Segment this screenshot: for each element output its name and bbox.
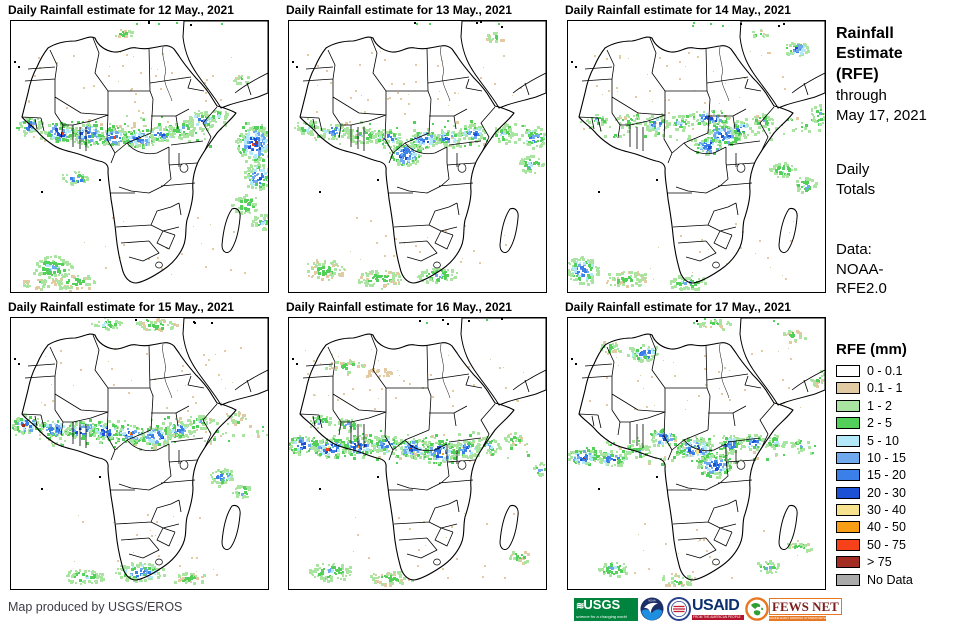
fewsnet-wordmark: FEWS NET (772, 599, 839, 614)
legend-swatch (836, 417, 860, 430)
legend-row: 0 - 0.1 (836, 364, 964, 379)
panel-title-15may: Daily Rainfall estimate for 15 May., 202… (8, 300, 234, 314)
fewsnet-tagline: FAMINE EARLY WARNING SYSTEMS NETWORK (769, 616, 826, 621)
legend-swatch (836, 434, 860, 447)
legend-swatch (836, 469, 860, 482)
sidebar-period: Daily Totals (836, 161, 876, 198)
legend-swatch (836, 573, 860, 586)
legend-swatch (836, 365, 860, 378)
legend-label: 20 - 30 (867, 485, 906, 500)
usgs-wordmark: USGS (583, 598, 621, 612)
africa-map-15may (12, 318, 268, 585)
legend-row: No Data (836, 572, 964, 587)
legend-row: 20 - 30 (836, 485, 964, 500)
fewsnet-logo: FEWS NET (769, 598, 842, 615)
legend-label: 2 - 5 (867, 416, 893, 431)
panel-title-17may: Daily Rainfall estimate for 17 May., 202… (565, 300, 791, 314)
legend-row: 0.1 - 1 (836, 381, 964, 396)
legend-swatch (836, 538, 860, 551)
legend-label: No Data (867, 572, 913, 587)
legend-row: 10 - 15 (836, 450, 964, 465)
legend-swatch (836, 556, 860, 569)
panel-title-14may: Daily Rainfall estimate for 14 May., 202… (565, 3, 791, 17)
legend-title: RFE (mm) (836, 341, 907, 358)
legend-label: 1 - 2 (867, 398, 893, 413)
panel-title-16may: Daily Rainfall estimate for 16 May., 202… (286, 300, 512, 314)
map-14may (567, 20, 826, 293)
usaid-wordmark: USAID (692, 597, 740, 614)
legend-swatch (836, 382, 860, 395)
africa-map-13may (292, 21, 546, 290)
usaid-seal-icon (667, 597, 691, 621)
legend-row: 5 - 10 (836, 433, 964, 448)
legend-label: 5 - 10 (867, 433, 899, 448)
africa-map-17may (568, 318, 825, 587)
legend-row: 15 - 20 (836, 468, 964, 483)
map-15may (10, 317, 269, 590)
legend-label: 15 - 20 (867, 468, 906, 483)
sidebar: Rainfall Estimate (RFE) through May 17, … (836, 0, 964, 626)
legend-label: 50 - 75 (867, 537, 906, 552)
legend-swatch (836, 486, 860, 499)
legend-swatch (836, 521, 860, 534)
legend-swatch (836, 504, 860, 517)
legend-row: > 75 (836, 555, 964, 570)
legend-row: 50 - 75 (836, 537, 964, 552)
usgs-tagline: science for a changing world (576, 614, 627, 619)
map-credit: Map produced by USGS/EROS (8, 600, 183, 614)
map-13may (288, 20, 547, 293)
panel-title-13may: Daily Rainfall estimate for 13 May., 202… (286, 3, 512, 17)
legend-label: 10 - 15 (867, 450, 906, 465)
legend-row: 40 - 50 (836, 520, 964, 535)
legend-label: 40 - 50 (867, 520, 906, 535)
map-17may (567, 317, 826, 590)
legend-label: > 75 (867, 555, 892, 570)
legend-swatch (836, 399, 860, 412)
fewsnet-globe-icon (745, 597, 769, 621)
usgs-logo: ≋USGS science for a changing world (574, 598, 638, 621)
noaa-logo-icon: NOAA (640, 597, 664, 621)
africa-map-14may (568, 21, 825, 291)
africa-map-16may (289, 318, 546, 587)
legend-label: 30 - 40 (867, 503, 906, 518)
legend-rows: 0 - 0.1 0.1 - 1 1 - 2 2 - 5 5 - 10 10 - 15 15 … (836, 364, 964, 587)
map-16may (288, 317, 547, 590)
africa-map-12may (14, 21, 268, 292)
legend-label: 0 - 0.1 (867, 364, 903, 379)
legend-label: 0.1 - 1 (867, 381, 903, 396)
panel-title-12may: Daily Rainfall estimate for 12 May., 202… (8, 3, 234, 17)
usaid-tagline: FROM THE AMERICAN PEOPLE (692, 615, 744, 620)
usgs-wave-icon: ≋ (576, 601, 584, 612)
legend-swatch (836, 451, 860, 464)
legend: RFE (mm) 0 - 0.1 0.1 - 1 1 - 2 2 - 5 5 - 10 1… (836, 341, 964, 587)
legend-row: 30 - 40 (836, 503, 964, 518)
legend-row: 1 - 2 (836, 398, 964, 413)
map-12may (10, 20, 269, 293)
sidebar-data-source: Data: NOAA- RFE2.0 (836, 241, 887, 297)
usaid-logo: USAID FROM THE AMERICAN PEOPLE (692, 598, 748, 620)
sidebar-through-date: through May 17, 2021 (836, 87, 927, 124)
legend-row: 2 - 5 (836, 416, 964, 431)
sidebar-title: Rainfall Estimate (RFE) (836, 25, 903, 83)
noaa-wordmark: NOAA (648, 599, 656, 603)
